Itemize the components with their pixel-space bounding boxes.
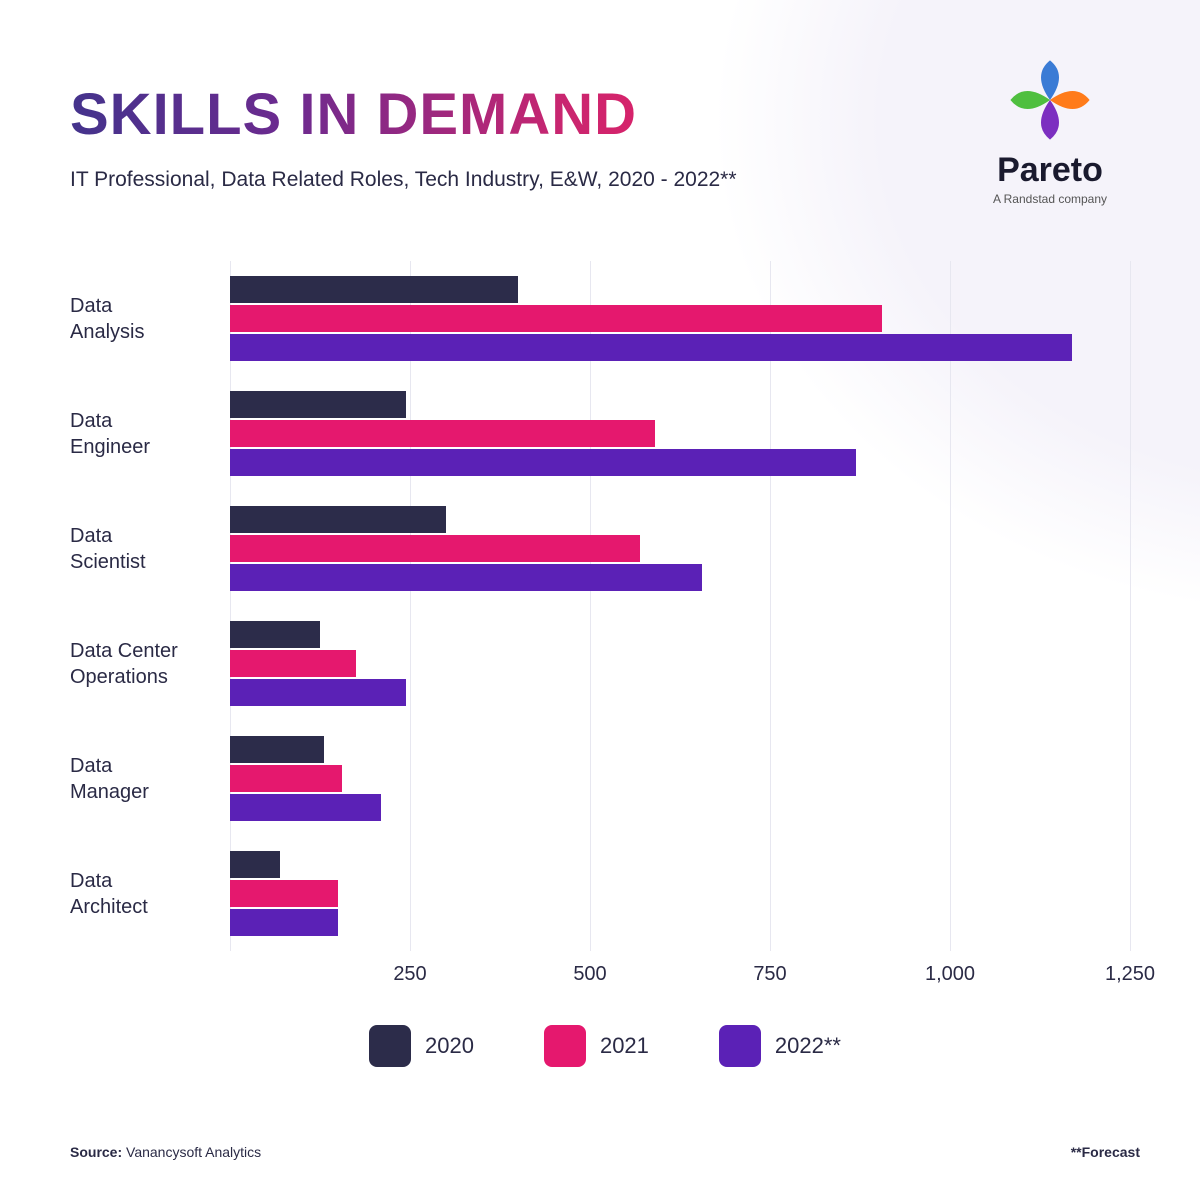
bar (230, 650, 356, 677)
bar (230, 765, 342, 792)
bar (230, 535, 640, 562)
infographic-container: SKILLS IN DEMAND IT Professional, Data R… (0, 0, 1200, 1200)
bar (230, 794, 381, 821)
bar-group (230, 606, 1140, 721)
footer: Source: Vanancysoft Analytics **Forecast (70, 1144, 1140, 1160)
x-axis-tick: 250 (393, 963, 426, 986)
brand-logo: Pareto A Randstad company (960, 55, 1140, 206)
title-block: SKILLS IN DEMAND IT Professional, Data R… (70, 85, 960, 192)
legend-swatch (544, 1025, 586, 1067)
bar-chart: DataAnalysisDataEngineerDataScientistDat… (70, 261, 1140, 995)
bar (230, 909, 338, 936)
bar-group (230, 376, 1140, 491)
legend-swatch (369, 1025, 411, 1067)
y-axis-label: DataScientist (70, 491, 230, 606)
y-axis-labels: DataAnalysisDataEngineerDataScientistDat… (70, 261, 230, 995)
legend-item: 2022** (719, 1025, 841, 1067)
forecast-note: **Forecast (1071, 1144, 1140, 1160)
bar (230, 880, 338, 907)
bar (230, 736, 324, 763)
logo-name: Pareto (997, 151, 1103, 190)
pareto-logo-icon (1005, 55, 1095, 145)
bar-group (230, 721, 1140, 836)
legend: 2020 2021 2022** (70, 1025, 1140, 1067)
legend-item: 2020 (369, 1025, 474, 1067)
page-subtitle: IT Professional, Data Related Roles, Tec… (70, 168, 960, 192)
y-axis-label: DataEngineer (70, 376, 230, 491)
y-axis-label: DataArchitect (70, 836, 230, 951)
x-axis-tick: 1,250 (1105, 963, 1155, 986)
bar (230, 564, 702, 591)
bar (230, 851, 280, 878)
bar (230, 679, 406, 706)
x-axis-tick: 750 (753, 963, 786, 986)
legend-label: 2022** (775, 1033, 841, 1059)
bar (230, 305, 882, 332)
page-title: SKILLS IN DEMAND (70, 85, 960, 146)
y-axis-label: DataAnalysis (70, 261, 230, 376)
legend-label: 2021 (600, 1033, 649, 1059)
legend-swatch (719, 1025, 761, 1067)
source-line: Source: Vanancysoft Analytics (70, 1144, 261, 1160)
bar-group (230, 261, 1140, 376)
x-axis-tick: 1,000 (925, 963, 975, 986)
bar (230, 276, 518, 303)
plot-area: 2505007501,0001,250 (230, 261, 1140, 995)
y-axis-label: DataManager (70, 721, 230, 836)
legend-label: 2020 (425, 1033, 474, 1059)
bar (230, 506, 446, 533)
header: SKILLS IN DEMAND IT Professional, Data R… (70, 85, 1140, 206)
bar (230, 420, 655, 447)
source-value: Vanancysoft Analytics (126, 1144, 261, 1160)
bar-groups (230, 261, 1140, 951)
bar (230, 391, 406, 418)
bar-group (230, 836, 1140, 951)
legend-item: 2021 (544, 1025, 649, 1067)
x-axis-tick: 500 (573, 963, 606, 986)
logo-subtext: A Randstad company (993, 192, 1107, 206)
bar (230, 334, 1072, 361)
bar (230, 449, 856, 476)
y-axis-label: Data CenterOperations (70, 606, 230, 721)
bar (230, 621, 320, 648)
x-axis: 2505007501,0001,250 (230, 955, 1140, 995)
bar-group (230, 491, 1140, 606)
source-label: Source: (70, 1144, 122, 1160)
